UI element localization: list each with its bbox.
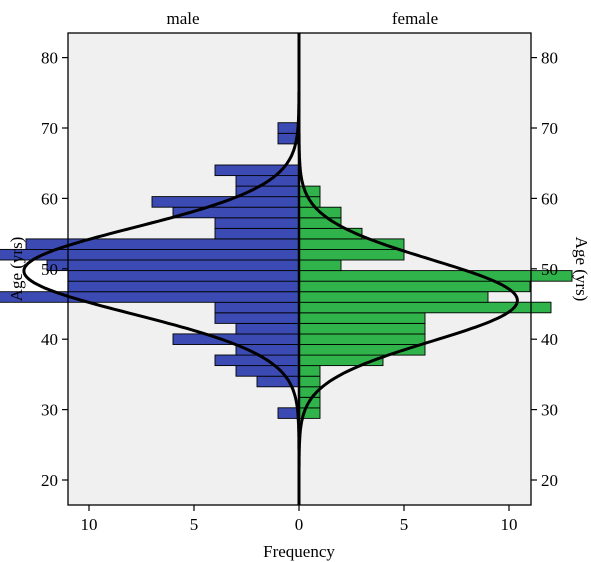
x-axis-title: Frequency: [263, 542, 335, 561]
x-tick-label-left-5: 5: [190, 515, 199, 534]
bar-male-0: [277, 407, 300, 419]
y-tick-label-right-70: 70: [541, 119, 558, 138]
bar-male-23: [277, 122, 300, 134]
bar-male-6: [235, 322, 300, 335]
bar-male-3: [214, 354, 300, 367]
bar-female-3: [298, 375, 321, 388]
x-tick-label-right-5: 5: [400, 515, 409, 534]
y-tick-label-right-80: 80: [541, 49, 558, 68]
x-tick-label-left-0: 0: [295, 515, 304, 534]
ticks-layer: 2020303040405050606070708080051015205101…: [41, 49, 558, 534]
bar-male-16: [214, 217, 300, 229]
bar-female-11: [298, 291, 489, 303]
y-tick-label-left-40: 40: [41, 330, 58, 349]
y-tick-label-left-30: 30: [41, 401, 58, 420]
bar-male-15: [214, 227, 300, 240]
y-tick-label-left-50: 50: [41, 260, 58, 279]
panel-label-male: male: [166, 9, 199, 28]
y-tick-label-left-80: 80: [41, 49, 58, 68]
bar-male-19: [235, 185, 300, 198]
y-tick-label-right-30: 30: [541, 401, 558, 420]
y-axis-title-left: Age (yrs): [7, 237, 26, 302]
bar-female-8: [298, 322, 426, 335]
bar-male-11: [67, 270, 300, 282]
y-tick-label-left-60: 60: [41, 189, 58, 208]
bar-female-4: [298, 365, 321, 377]
y-tick-label-right-40: 40: [541, 330, 558, 349]
x-tick-label-left-10: 10: [81, 515, 98, 534]
panel-label-female: female: [392, 9, 438, 28]
x-tick-label-right-10: 10: [501, 515, 518, 534]
y-tick-label-left-70: 70: [41, 119, 58, 138]
y-tick-label-right-20: 20: [541, 471, 558, 490]
bar-male-9: [0, 291, 300, 303]
bar-male-8: [214, 301, 300, 314]
bar-female-16: [298, 238, 405, 250]
bar-male-7: [214, 312, 300, 324]
y-tick-label-left-20: 20: [41, 471, 58, 490]
bar-female-21: [298, 185, 321, 198]
bar-male-14: [25, 238, 300, 250]
bar-female-15: [298, 248, 405, 261]
bar-male-10: [67, 280, 300, 293]
y-tick-label-right-50: 50: [541, 260, 558, 279]
bar-female-7: [298, 333, 426, 345]
bar-female-14: [298, 259, 342, 272]
y-tick-label-right-60: 60: [541, 189, 558, 208]
bar-female-9: [298, 312, 426, 324]
bar-male-2: [235, 365, 300, 377]
bar-male-5: [172, 333, 300, 345]
bar-male-12: [46, 259, 300, 272]
y-axis-title-right: Age (yrs): [572, 237, 591, 302]
